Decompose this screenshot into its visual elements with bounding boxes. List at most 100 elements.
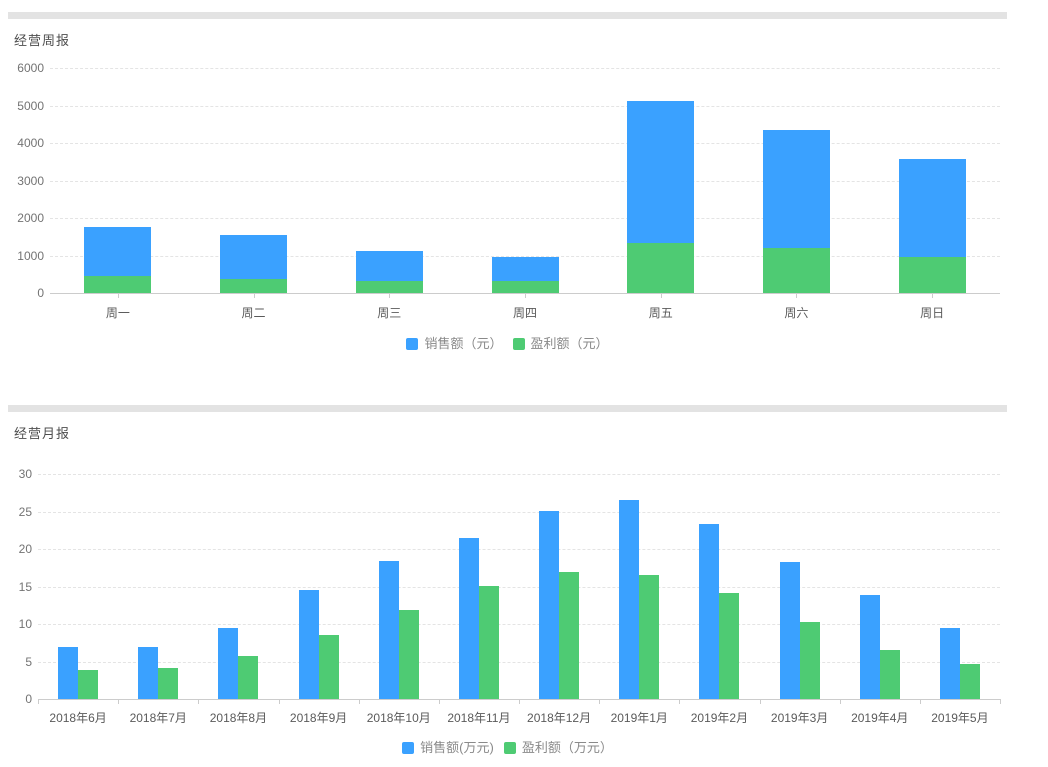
y-axis-label: 25	[18, 504, 32, 519]
profit-bar[interactable]	[762, 247, 830, 293]
y-axis-label: 1000	[17, 248, 44, 263]
x-axis-label: 2018年8月	[209, 711, 268, 725]
y-axis-label: 0	[37, 286, 44, 300]
x-axis-tick	[278, 699, 280, 704]
profit-bar[interactable]	[238, 656, 259, 699]
y-axis-label: 0	[25, 692, 32, 706]
y-gridline	[50, 180, 1000, 182]
sales-bar[interactable]	[939, 627, 960, 699]
profit-bar[interactable]	[559, 571, 580, 699]
section-divider-top	[8, 12, 1007, 19]
x-axis-tick	[38, 699, 39, 704]
x-axis-label: 2019年2月	[690, 711, 749, 725]
y-gridline	[38, 474, 1000, 475]
sales-bar[interactable]	[298, 590, 319, 699]
x-axis-label: 2018年11月	[447, 711, 511, 725]
profit-bar[interactable]	[318, 635, 339, 699]
profit-bar[interactable]	[355, 281, 423, 293]
x-axis-tick	[759, 699, 761, 704]
profit-bar[interactable]	[84, 276, 152, 293]
x-axis-tick	[796, 293, 798, 298]
sales-bar[interactable]	[378, 561, 399, 699]
y-axis-label: 10	[18, 617, 32, 631]
sales-bar[interactable]	[138, 647, 159, 699]
x-axis-label: 2019年3月	[770, 711, 829, 725]
x-axis-tick	[525, 293, 526, 298]
y-axis-label: 2000	[17, 211, 44, 225]
x-axis-tick	[679, 699, 681, 704]
legend-label-weekly-sales: 销售额（元）	[424, 336, 503, 351]
profit-bar[interactable]	[719, 592, 740, 699]
profit-bar[interactable]	[879, 650, 900, 699]
legend-item-monthly-profit[interactable]: 盈利额（万元）	[503, 740, 613, 756]
y-gridline	[50, 68, 1000, 69]
legend-item-monthly-sales[interactable]: 销售额(万元)	[402, 740, 494, 756]
y-gridline	[38, 661, 1000, 663]
weekly-chart-title: 经营周报	[14, 33, 71, 48]
x-axis-label: 周四	[512, 306, 537, 320]
y-axis-label: 4000	[17, 136, 44, 150]
profit-bar[interactable]	[639, 575, 660, 699]
monthly-chart-plot: 0 5 10 15 20 25 30 2018年6月 2018年7月 2018年8月 2018年9月…	[19, 467, 1001, 725]
monthly-chart-legend: 销售额(万元) 盈利额（万元）	[8, 740, 1007, 756]
x-axis-tick	[599, 699, 601, 704]
x-axis-label: 周二	[241, 306, 266, 320]
sales-bar[interactable]	[218, 627, 239, 699]
profit-bar[interactable]	[78, 669, 99, 699]
profit-bar[interactable]	[799, 621, 820, 699]
y-gridline	[50, 255, 1000, 257]
x-axis-tick	[1000, 699, 1001, 704]
sales-bar[interactable]	[859, 594, 880, 699]
x-axis-label: 2018年12月	[527, 711, 592, 725]
profit-bar[interactable]	[898, 257, 966, 293]
x-axis-label: 2018年6月	[49, 711, 107, 725]
legend-swatch-profit-icon	[503, 742, 516, 754]
section-divider-middle	[8, 405, 1007, 412]
y-axis-label: 5000	[17, 98, 44, 113]
x-axis-label: 周日	[920, 306, 945, 320]
x-axis-tick	[932, 293, 934, 298]
legend-item-weekly-sales[interactable]: 销售额（元）	[406, 336, 503, 352]
y-axis-label: 6000	[17, 61, 44, 75]
x-axis-label: 2019年5月	[931, 711, 989, 725]
sales-bar[interactable]	[539, 510, 560, 699]
x-axis-tick	[438, 699, 440, 704]
legend-swatch-profit-icon	[512, 338, 525, 350]
monthly-chart-title: 经营月报	[14, 426, 71, 441]
x-axis-label: 2018年10月	[366, 711, 431, 725]
legend-swatch-sales-icon	[406, 338, 419, 350]
profit-bar[interactable]	[491, 281, 559, 293]
sales-bar[interactable]	[779, 561, 800, 699]
legend-label-monthly-sales: 销售额(万元)	[420, 740, 494, 755]
sales-bar[interactable]	[458, 537, 479, 699]
x-axis-label: 2018年7月	[129, 711, 187, 725]
x-axis-label: 2019年4月	[851, 711, 909, 725]
x-axis-tick	[919, 699, 921, 704]
legend-label-weekly-profit: 盈利额（元）	[530, 336, 609, 351]
y-gridline	[50, 143, 1000, 144]
y-gridline	[38, 624, 1000, 625]
sales-bar[interactable]	[619, 500, 640, 699]
x-axis-tick	[253, 293, 255, 298]
profit-bar[interactable]	[158, 667, 179, 699]
legend-swatch-sales-icon	[402, 742, 415, 754]
profit-bar[interactable]	[478, 585, 499, 699]
x-axis-label: 周五	[648, 306, 673, 320]
x-axis-label: 2018年9月	[289, 711, 348, 725]
y-gridline	[38, 549, 1000, 550]
y-axis-label: 3000	[17, 173, 44, 188]
profit-bar[interactable]	[627, 242, 695, 293]
x-axis-label: 周一	[105, 306, 130, 320]
profit-bar[interactable]	[220, 279, 288, 293]
x-axis-tick	[519, 699, 520, 704]
sales-bar[interactable]	[58, 646, 79, 699]
profit-bar[interactable]	[398, 609, 419, 699]
legend-item-weekly-profit[interactable]: 盈利额（元）	[512, 336, 609, 352]
x-axis-tick	[660, 293, 662, 298]
y-axis-label: 20	[18, 542, 32, 556]
sales-bar[interactable]	[699, 524, 720, 699]
weekly-chart-plot: 0 1000 2000 3000 4000 5000 6000 周一 周二 周三 周四 周五 周六 周日	[17, 61, 1000, 320]
profit-bar[interactable]	[959, 663, 980, 699]
y-axis-label: 15	[18, 579, 32, 594]
